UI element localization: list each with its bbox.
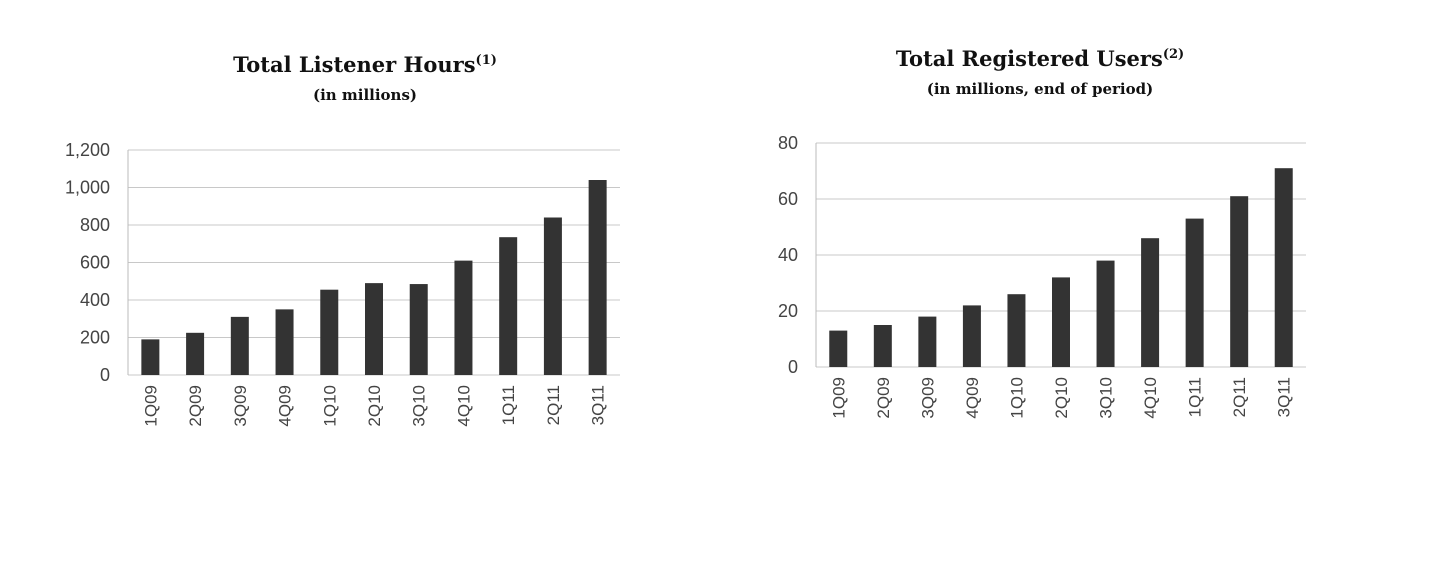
y-tick-label: 80 [778,133,798,153]
registered-users-bar-chart: 0 20 40 60 80 1Q09 2Q09 3Q09 4Q09 1Q10 2Q10 3Q10 4Q1… [778,133,1306,419]
bar [365,283,383,375]
registered-users-subtitle: (in millions, end of period) [926,80,1154,98]
x-tick-label: 1Q10 [1007,377,1026,419]
x-tick-label: 1Q11 [499,385,518,425]
listener-hours-subtitle: (in millions) [312,86,418,104]
bar [409,284,428,375]
bar [1230,196,1249,367]
bar [1274,168,1293,367]
listener-hours-bar-chart: 0 200 400 600 800 1,000 1,200 1Q09 2Q09 3Q09 4Q09 1… [65,140,620,427]
y-tick-label: 1,000 [65,178,110,198]
y-tick-label: 800 [80,215,110,235]
x-tick-label: 3Q10 [410,385,429,427]
bar [454,260,473,375]
y-tick-label: 40 [778,245,798,265]
bar [275,309,294,375]
registered-users-title-text: Total Registered Users [895,46,1163,71]
x-tick-label: 2Q11 [1230,377,1249,417]
listener-hours-title-text: Total Listener Hours [233,52,476,77]
y-tick-label: 200 [80,328,110,348]
registered-users-title: Total Registered Users(2) [740,46,1340,71]
x-tick-label: 3Q11 [589,385,608,425]
x-tick-label: 4Q10 [1141,377,1160,419]
x-tick-label: 4Q10 [454,385,473,427]
y-tick-label: 600 [80,253,110,273]
y-tick-label: 20 [778,301,798,321]
bar [873,325,892,367]
x-tick-label: 3Q11 [1275,377,1294,417]
x-tick-label: 2Q10 [1052,377,1071,419]
bar [962,305,981,367]
y-tick-label: 0 [100,365,110,385]
y-tick-label: 1,200 [65,140,110,160]
x-tick-label: 4Q09 [963,377,982,419]
registered-users-title-footnote: (2) [1162,47,1185,62]
bar [1141,238,1160,367]
x-tick-label: 2Q11 [544,385,563,425]
listener-hours-title: Total Listener Hours(1) [65,52,665,77]
x-tick-label: 2Q10 [365,385,384,427]
bar [1185,218,1204,367]
bar [141,339,160,375]
bar [543,217,562,375]
listener-hours-title-footnote: (1) [475,53,497,68]
x-tick-label: 1Q09 [141,385,160,427]
x-tick-label: 3Q09 [918,377,937,419]
y-tick-label: 400 [80,290,110,310]
bar [230,316,249,375]
x-tick-label: 3Q10 [1097,377,1116,419]
x-tick-label: 1Q11 [1186,377,1205,417]
listener-hours-chart-panel: Total Listener Hours(1) (in millions) 0 2… [60,0,660,450]
bar [918,316,937,367]
bar [320,289,339,375]
bar [1052,277,1070,367]
x-tick-label: 4Q09 [276,385,295,427]
bar [1007,294,1026,367]
bar [499,237,518,375]
bar [829,330,848,367]
y-tick-label: 60 [778,189,798,209]
x-tick-label: 1Q10 [320,385,339,427]
registered-users-chart-panel: Total Registered Users(2) (in millions, … [750,0,1350,450]
x-tick-label: 3Q09 [231,385,250,427]
bar [186,332,205,375]
x-tick-label: 1Q09 [829,377,848,419]
x-tick-label: 2Q09 [874,377,893,419]
x-tick-label: 2Q09 [186,385,205,427]
y-tick-label: 0 [788,357,798,377]
bar [1096,260,1115,367]
bar [588,180,607,375]
